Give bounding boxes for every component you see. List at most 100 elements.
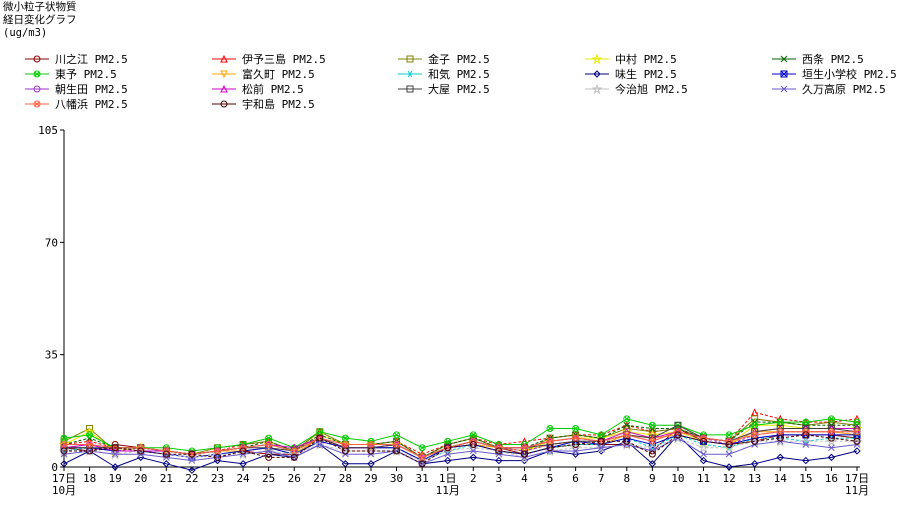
- data-point: [776, 434, 784, 442]
- data-point-cross: [87, 432, 92, 438]
- data-point: [162, 460, 171, 468]
- data-point: [239, 447, 247, 455]
- data-point-cross: [394, 442, 399, 447]
- legend-swatch-marker: [406, 55, 414, 63]
- data-point: [751, 437, 759, 445]
- x-tick-sublabel: 11月: [436, 484, 460, 497]
- legend-label: 宇和島 PM2.5: [242, 97, 315, 111]
- legend-swatch-marker: [591, 83, 603, 95]
- data-point-cross: [752, 432, 758, 438]
- data-point: [827, 453, 836, 462]
- chart-title-block: 微小粒子状物質 経日変化グラフ (ug/m3): [3, 1, 77, 40]
- data-point: [802, 431, 810, 439]
- x-tick-sublabel: 11月: [845, 484, 869, 497]
- data-point-cross: [266, 442, 271, 447]
- data-point: [316, 434, 324, 442]
- x-tick-label: 21: [160, 472, 173, 485]
- data-point: [367, 460, 375, 468]
- data-point: [572, 447, 579, 455]
- data-point-cross: [291, 448, 297, 454]
- legend-label: 伊予三島 PM2.5: [242, 52, 326, 66]
- legend-label: 和気 PM2.5: [428, 67, 490, 81]
- legend-label: 松前 PM2.5: [242, 82, 304, 96]
- legend-swatch-marker: [220, 70, 228, 79]
- chart-subtitle: 経日変化グラフ: [3, 14, 77, 26]
- data-point: [827, 415, 835, 423]
- series-line: [64, 437, 857, 462]
- x-tick-label: 9: [649, 472, 656, 485]
- data-point-cross: [829, 416, 834, 422]
- data-point-cross: [829, 429, 834, 435]
- legend-swatch-marker: [220, 84, 228, 93]
- data-point: [418, 460, 426, 468]
- data-point: [239, 460, 247, 468]
- data-point: [495, 456, 503, 465]
- x-tick-label: 8: [623, 472, 630, 485]
- x-tick-label: 25: [262, 472, 275, 485]
- data-point: [544, 445, 556, 457]
- data-point-cross: [598, 432, 604, 438]
- data-point-cross: [624, 432, 630, 438]
- data-point: [623, 415, 631, 423]
- data-point: [699, 456, 708, 465]
- data-point-cross: [419, 445, 425, 451]
- data-point: [237, 448, 249, 460]
- data-point: [263, 445, 275, 457]
- data-point: [60, 460, 68, 468]
- data-point-cross: [419, 455, 425, 460]
- data-point: [442, 445, 454, 457]
- data-point: [469, 441, 477, 449]
- data-point-cross: [368, 442, 374, 447]
- data-point: [802, 441, 810, 448]
- x-tick-label: 18: [83, 472, 96, 485]
- y-tick-label: 0: [51, 461, 58, 474]
- data-point: [674, 431, 682, 439]
- data-point: [341, 460, 350, 468]
- legend-label: 大屋 PM2.5: [428, 82, 490, 96]
- legend-label: 味生 PM2.5: [615, 67, 677, 81]
- data-point: [111, 444, 119, 452]
- x-tick-label: 30: [390, 472, 403, 485]
- x-tick-label: 3: [496, 472, 503, 485]
- data-point-cross: [343, 442, 348, 447]
- data-point: [495, 447, 503, 455]
- data-point: [700, 437, 708, 445]
- data-point: [288, 448, 300, 460]
- data-point-cross: [803, 419, 809, 425]
- series-line: [63, 434, 858, 471]
- data-point: [469, 453, 477, 462]
- x-tick-label: 15: [799, 472, 812, 485]
- data-point-cross: [726, 432, 732, 438]
- data-point: [802, 428, 810, 436]
- data-point: [393, 447, 401, 455]
- data-point: [595, 442, 607, 454]
- legend-label: 金子 PM2.5: [428, 52, 490, 66]
- legend-label: 八幡浜 PM2.5: [55, 97, 128, 111]
- data-point: [646, 442, 658, 454]
- x-tick-label: 5: [547, 472, 554, 485]
- data-point: [800, 435, 812, 447]
- data-point: [648, 421, 656, 429]
- data-point: [212, 448, 223, 460]
- data-point: [750, 460, 759, 468]
- data-point-cross: [470, 432, 476, 438]
- x-tick-label: 29: [364, 472, 377, 485]
- legend-swatch-marker-cross: [34, 101, 40, 107]
- x-tick-label: 17日: [845, 472, 869, 485]
- data-point: [418, 444, 426, 452]
- data-point: [469, 437, 477, 445]
- y-tick-label: 35: [45, 349, 58, 362]
- series-line: [64, 434, 858, 465]
- data-point: [416, 454, 428, 467]
- legend-swatch-marker: [593, 70, 601, 78]
- data-point: [188, 457, 196, 464]
- data-point: [700, 450, 707, 458]
- data-point: [646, 429, 658, 441]
- legend-label: 久万高原 PM2.5: [802, 82, 886, 96]
- legend-label: 朝生田 PM2.5: [55, 82, 128, 96]
- legend-swatch-marker: [220, 54, 228, 63]
- x-tick-label: 31: [416, 472, 429, 485]
- x-tick-label: 4: [521, 472, 528, 485]
- x-tick-label: 1日: [439, 472, 457, 485]
